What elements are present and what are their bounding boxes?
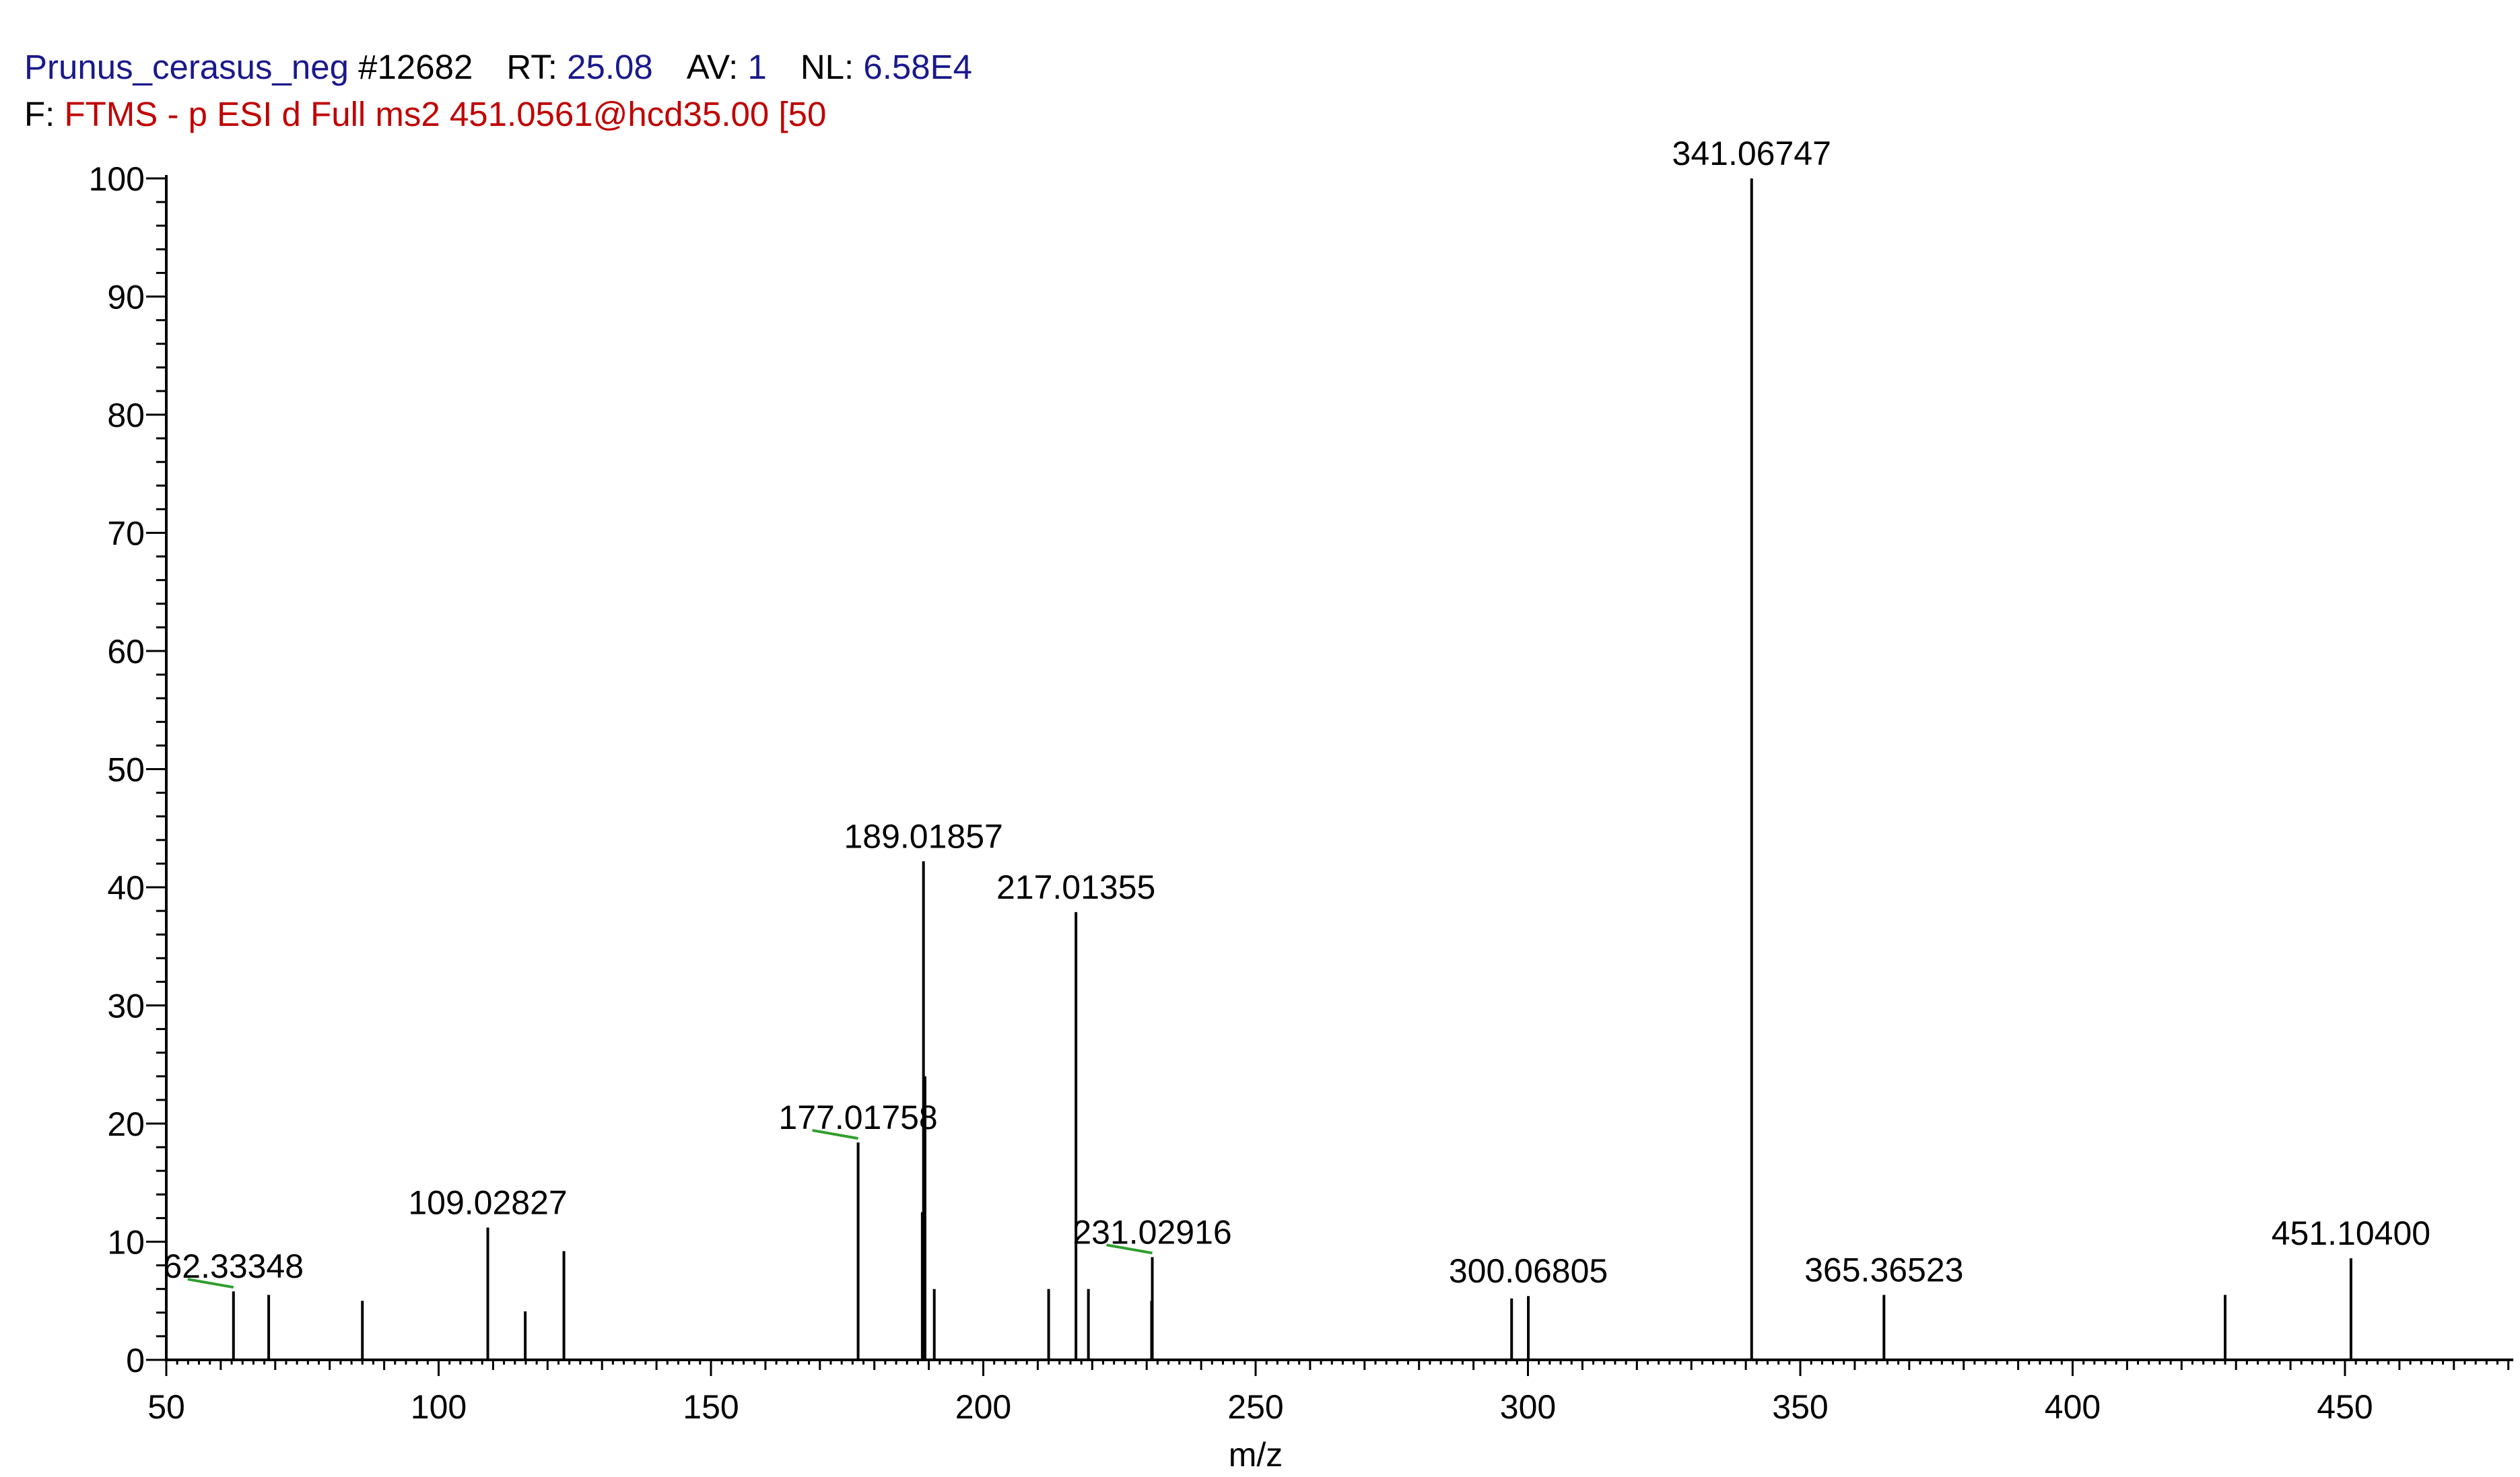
peak-label: 341.06747: [1672, 135, 1831, 172]
peak-label: 189.01857: [844, 817, 1002, 855]
y-tick-label: 90: [107, 279, 145, 316]
peak-label: 177.01758: [778, 1099, 937, 1136]
x-axis-ticks: 50 100 150 200 250 300 350 400 450: [147, 1360, 2510, 1426]
rt-label: RT:: [506, 48, 557, 86]
x-tick-label: 100: [411, 1388, 467, 1426]
peak-series: [232, 178, 2352, 1360]
peak-label: 300.06805: [1449, 1252, 1608, 1290]
peak-label: 451.10400: [2272, 1214, 2430, 1252]
nl-label: NL:: [800, 48, 854, 86]
scan-number: #12682: [358, 48, 473, 86]
y-tick-label: 40: [107, 869, 145, 907]
av-value: 1: [747, 48, 767, 86]
y-tick-label: 70: [107, 515, 145, 553]
peak-label-marker: [187, 1278, 234, 1289]
nl-value: 6.58E4: [863, 48, 973, 86]
x-tick-label: 150: [683, 1388, 739, 1426]
rt-value: 25.08: [567, 48, 653, 86]
peak-labels: 62.33348 109.02827 177.01758 189.01857 217.0…: [164, 135, 2431, 1290]
y-tick-label: 30: [107, 988, 145, 1025]
y-tick-label: 10: [107, 1224, 145, 1262]
x-tick-label: 300: [1500, 1388, 1556, 1426]
filter-label: F:: [24, 95, 55, 133]
y-tick-label: 80: [107, 397, 145, 434]
peak-label-marker: [1106, 1243, 1153, 1255]
peak-label: 365.36523: [1804, 1251, 1963, 1289]
x-tick-label: 400: [2045, 1388, 2101, 1426]
filter-header: F: FTMS - p ESI d Full ms2 451.0561@hcd3…: [24, 94, 877, 135]
x-tick-label: 350: [1772, 1388, 1828, 1426]
peak-label-marker: [812, 1129, 858, 1140]
file-name: Prunus_cerasus_neg: [24, 48, 349, 86]
y-axis-ticks: 0 10 20 30 40 50 60 70 80 90 100: [89, 160, 166, 1379]
peak-label: 231.02916: [1072, 1213, 1231, 1251]
peak-label: 217.01355: [996, 868, 1155, 906]
y-tick-label: 50: [107, 751, 145, 789]
filter-text: FTMS - p ESI d Full ms2 451.0561@hcd35.0…: [64, 95, 827, 133]
y-tick-label: 60: [107, 633, 145, 671]
y-tick-label: 20: [107, 1105, 145, 1143]
x-axis-title: m/z: [1229, 1436, 1283, 1474]
av-label: AV:: [686, 48, 739, 86]
y-tick-label: 0: [126, 1342, 145, 1379]
y-tick-label: 100: [89, 160, 145, 198]
x-tick-label: 450: [2317, 1388, 2373, 1426]
x-tick-label: 250: [1227, 1388, 1283, 1426]
peak-label: 109.02827: [408, 1183, 567, 1221]
peak-label: 62.33348: [164, 1247, 304, 1285]
x-tick-label: 50: [147, 1388, 185, 1426]
x-tick-label: 200: [955, 1388, 1011, 1426]
